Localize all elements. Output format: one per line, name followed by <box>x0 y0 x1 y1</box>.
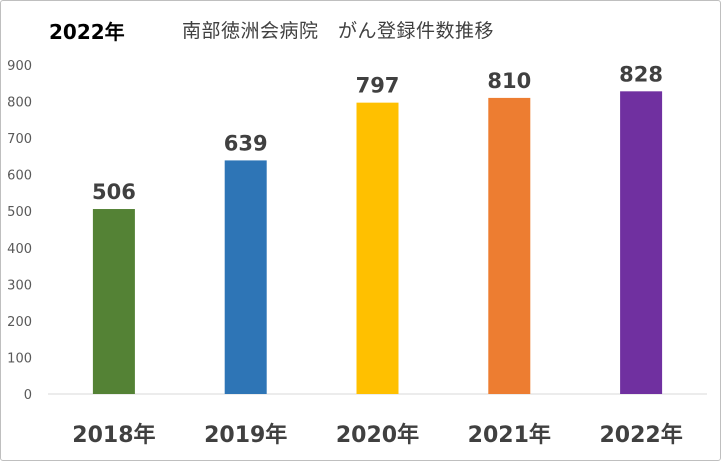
chart-title: 南部徳洲会病院 がん登録件数推移 <box>182 20 495 42</box>
bar <box>356 102 399 394</box>
bar <box>488 97 531 395</box>
y-axis-ticks: 0 100 200 300 400 500 600 700 800 900 <box>7 59 32 403</box>
bar-value-label: 639 <box>224 131 268 155</box>
bar-value-label: 828 <box>619 62 663 86</box>
data-labels: 506 639 797 810 828 <box>92 62 663 204</box>
y-tick-label: 400 <box>7 242 32 257</box>
y-tick-label: 0 <box>24 388 32 403</box>
bar-value-label: 810 <box>487 69 531 93</box>
x-category-label: 2022年 <box>599 422 682 448</box>
x-category-label: 2018年 <box>72 422 155 448</box>
y-tick-label: 100 <box>7 351 32 366</box>
bar <box>620 91 663 394</box>
y-tick-label: 600 <box>7 169 32 184</box>
x-category-label: 2021年 <box>468 422 551 448</box>
bar <box>224 160 267 394</box>
bars <box>92 91 663 395</box>
y-tick-label: 300 <box>7 278 32 293</box>
y-tick-label: 200 <box>7 315 32 330</box>
y-tick-label: 700 <box>7 132 32 147</box>
bar <box>92 209 135 394</box>
y-tick-label: 900 <box>7 59 32 74</box>
year-label: 2022年 <box>49 20 125 44</box>
category-labels: 2018年 2019年 2020年 2021年 2022年 <box>72 422 682 448</box>
bar-value-label: 797 <box>356 74 400 98</box>
bar-value-label: 506 <box>92 180 136 204</box>
x-category-label: 2020年 <box>336 422 419 448</box>
x-category-label: 2019年 <box>204 422 287 448</box>
y-tick-label: 800 <box>7 96 32 111</box>
y-tick-label: 500 <box>7 205 32 220</box>
